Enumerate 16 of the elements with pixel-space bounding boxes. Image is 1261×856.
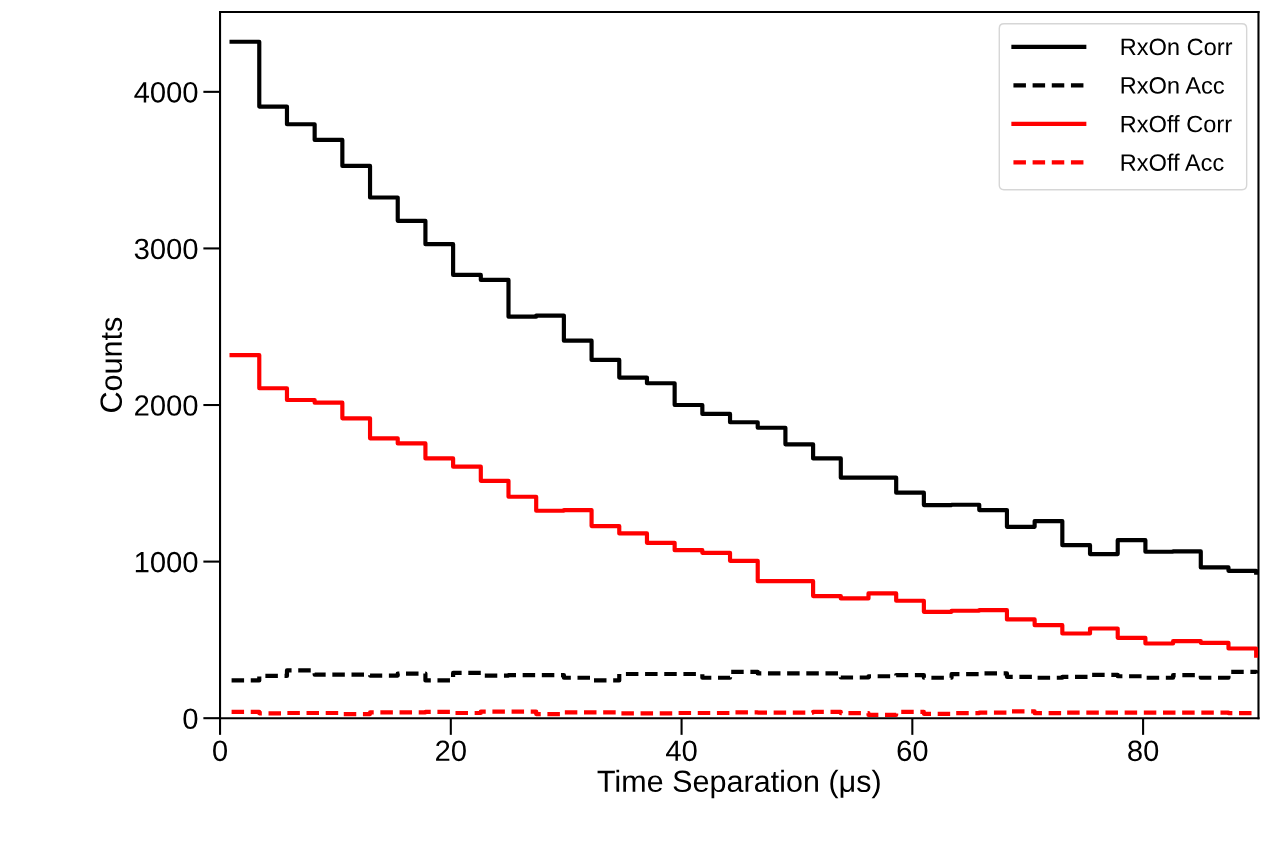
legend-label: RxOn Corr — [1121, 38, 1233, 56]
x-tick-label: 20 — [436, 740, 466, 762]
x-tick-label: 80 — [1128, 740, 1159, 762]
y-axis-title: Counts — [100, 317, 123, 412]
y-tick-label: 2000 — [135, 395, 198, 416]
legend-label: RxOff Acc — [1121, 153, 1224, 171]
legend-label: RxOff Corr — [1121, 115, 1232, 133]
x-axis-title: Time Separation (μs) — [597, 769, 880, 799]
x-tick-label: 0 — [213, 740, 228, 762]
x-tick-label: 40 — [666, 740, 697, 762]
legend-label: RxOn Acc — [1121, 77, 1225, 94]
y-tick-label: 0 — [183, 708, 198, 730]
y-tick-label: 1000 — [135, 551, 198, 573]
x-tick-label: 60 — [897, 740, 928, 762]
y-tick-label: 4000 — [134, 82, 198, 103]
y-tick-label: 3000 — [134, 238, 198, 260]
